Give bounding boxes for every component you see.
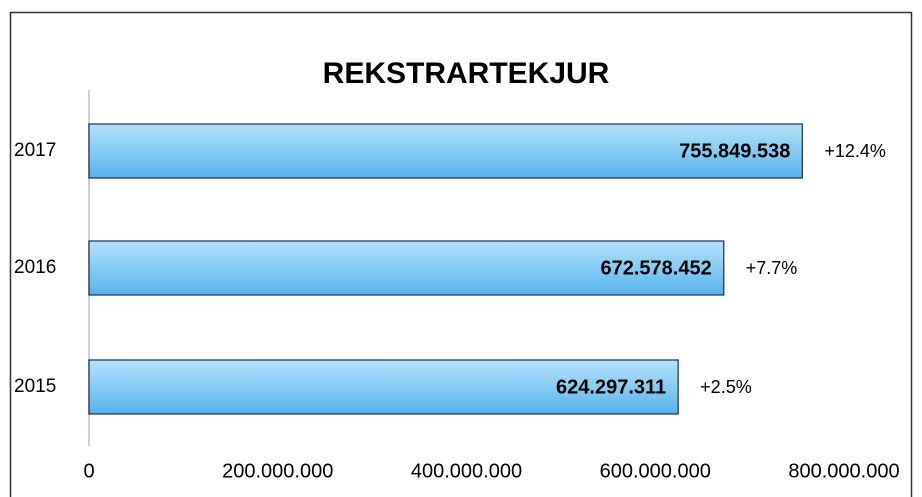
x-tick-label: 800.000.000 xyxy=(788,460,899,482)
x-tick-label: 200.000.000 xyxy=(222,460,333,482)
bar xyxy=(88,240,725,296)
chart-title: REKSTRARTEKJUR xyxy=(323,57,610,90)
x-tick-label: 600.000.000 xyxy=(600,460,711,482)
y-tick-label: 2017 xyxy=(14,140,56,161)
change-label: +2.5% xyxy=(700,377,752,397)
x-tick-label: 0 xyxy=(83,460,94,482)
frame xyxy=(9,11,913,497)
value-label: 624.297.311 xyxy=(556,376,666,398)
y-tick-label: 2015 xyxy=(14,376,56,397)
value-label: 755.849.538 xyxy=(679,140,790,162)
change-label: +12.4% xyxy=(824,141,886,161)
value-label: 672.578.452 xyxy=(601,257,712,279)
x-tick-label: 400.000.000 xyxy=(411,460,522,482)
y-tick-label: 2016 xyxy=(14,257,56,278)
bar xyxy=(88,123,803,179)
change-label: +7.7% xyxy=(746,258,798,278)
bar xyxy=(88,359,679,415)
